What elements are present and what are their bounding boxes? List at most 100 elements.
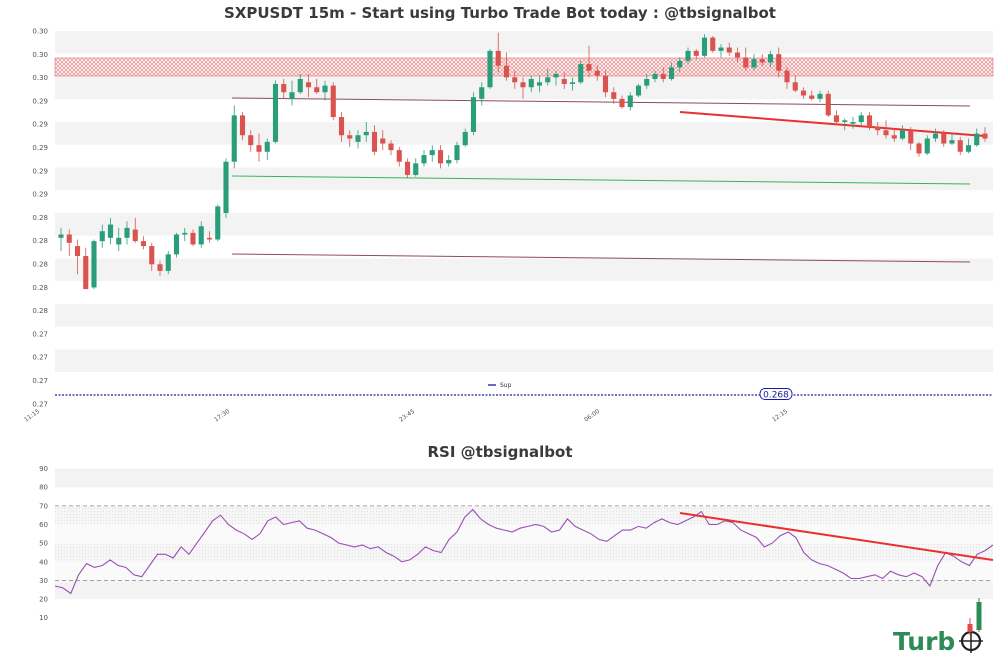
price-grid-band <box>55 122 993 145</box>
price-chart-title: SXPUSDT 15m - Start using Turbo Trade Bo… <box>224 4 776 22</box>
candle-body <box>701 37 708 56</box>
candle-body <box>611 92 617 99</box>
candle-body <box>710 37 716 51</box>
rsi-y-tick-label: 90 <box>39 465 48 473</box>
candle-body <box>314 87 320 93</box>
price-y-tick-label: 0.29 <box>32 191 48 199</box>
price-y-tick-label: 0.28 <box>32 214 48 222</box>
rsi-grid-band <box>55 524 993 544</box>
candle-body <box>982 133 988 139</box>
price-grid-band <box>55 190 993 213</box>
candle-body <box>685 50 691 61</box>
price-grid-band <box>55 213 993 236</box>
candle-body <box>157 264 163 271</box>
candle-body <box>487 50 493 88</box>
rsi-trend-line <box>679 512 994 561</box>
candles <box>58 32 988 290</box>
price-chart: SXPUSDT 15m - Start using Turbo Trade Bo… <box>23 4 994 424</box>
candle-body <box>165 254 171 271</box>
candle-body <box>619 98 625 108</box>
candle-body <box>404 161 411 175</box>
candle-body <box>536 82 543 86</box>
rsi-y-tick-label: 30 <box>39 577 48 585</box>
rsi-y-tick-label: 40 <box>39 558 48 566</box>
candle-body <box>149 246 155 265</box>
candle-body <box>58 234 64 238</box>
candle-body <box>660 74 666 79</box>
candle-body <box>776 54 782 71</box>
rsi-y-tick-label: 80 <box>39 484 48 492</box>
price-y-tick-label: 0.30 <box>32 28 48 36</box>
candle-body <box>627 95 633 108</box>
candle-body <box>932 133 939 139</box>
rsi-grid-band <box>55 561 993 581</box>
price-y-tick-label: 0.27 <box>32 354 48 362</box>
candle-body <box>866 115 873 127</box>
candle-body <box>767 54 774 63</box>
rsi-y-tick-label: 20 <box>39 596 48 604</box>
price-y-tick-label: 0.27 <box>32 330 48 338</box>
candle-body <box>825 93 831 116</box>
candle-body <box>330 85 336 118</box>
candle-body <box>223 161 229 213</box>
candle-body <box>858 115 864 122</box>
price-grid-band <box>55 76 993 100</box>
candle-body <box>693 50 699 56</box>
candle-body <box>495 50 501 66</box>
price-grid-band <box>55 144 993 168</box>
rsi-levels <box>55 505 993 581</box>
price-grid-band <box>55 99 993 122</box>
candle-body <box>322 85 328 93</box>
candle-body <box>272 83 279 142</box>
candle-body <box>74 246 81 257</box>
candle-body <box>239 115 246 136</box>
candle-body <box>462 131 468 146</box>
price-x-tick-label: 17:30 <box>213 408 231 424</box>
candle-body <box>569 82 576 84</box>
candle-body <box>578 64 584 83</box>
candle-body <box>924 138 930 154</box>
candle-body <box>371 131 378 152</box>
candle-body <box>281 83 287 93</box>
candle-body <box>413 163 419 175</box>
candle-body <box>479 87 485 99</box>
candle-body <box>421 155 427 164</box>
candle-body <box>751 59 757 68</box>
price-y-tick-label: 0.28 <box>32 284 48 292</box>
candle-body <box>528 78 534 88</box>
rsi-y-tick-label: 10 <box>39 614 48 622</box>
price-grid-band <box>55 31 993 54</box>
turbo-logo: Turb <box>893 598 983 656</box>
candle-body <box>297 78 303 93</box>
rsi-chart: RSI @tbsignalbot 90 80 70 60 50 40 30 20 10 <box>39 443 994 622</box>
candle-body <box>817 93 823 99</box>
price-y-tick-label: 0.29 <box>32 167 48 175</box>
candle-body <box>124 227 130 238</box>
rsi-grid-band <box>55 599 993 618</box>
candle-body <box>140 241 147 247</box>
candle-body <box>454 145 460 161</box>
candle-body <box>941 133 947 144</box>
support-value-tag-box <box>759 388 793 400</box>
price-y-tick-label: 0.30 <box>32 74 48 82</box>
candle-body <box>644 78 650 86</box>
candle-body <box>602 75 609 93</box>
price-y-tick-label: 0.29 <box>32 144 48 152</box>
candle-body <box>380 138 386 144</box>
candle-body <box>99 231 105 242</box>
candle-body <box>198 226 204 245</box>
candle-body <box>520 82 526 88</box>
price-y-axis: 0.30 0.30 0.30 0.29 0.29 0.29 0.29 0.29 0.28 0.28… <box>32 28 48 409</box>
candle-body <box>215 206 221 240</box>
candle-body <box>66 234 72 243</box>
rsi-grid-band <box>55 505 993 525</box>
candle-body <box>503 65 510 78</box>
candle-body <box>916 143 922 154</box>
candle-body <box>974 133 980 146</box>
support-value-tag: 0.268 <box>759 388 793 401</box>
support-legend-label: Sup <box>500 382 512 389</box>
turbo-logo-text: Turb <box>893 627 955 656</box>
price-x-tick-label: 23:45 <box>398 408 416 424</box>
candle-body <box>545 77 551 83</box>
candle-body <box>561 78 567 84</box>
